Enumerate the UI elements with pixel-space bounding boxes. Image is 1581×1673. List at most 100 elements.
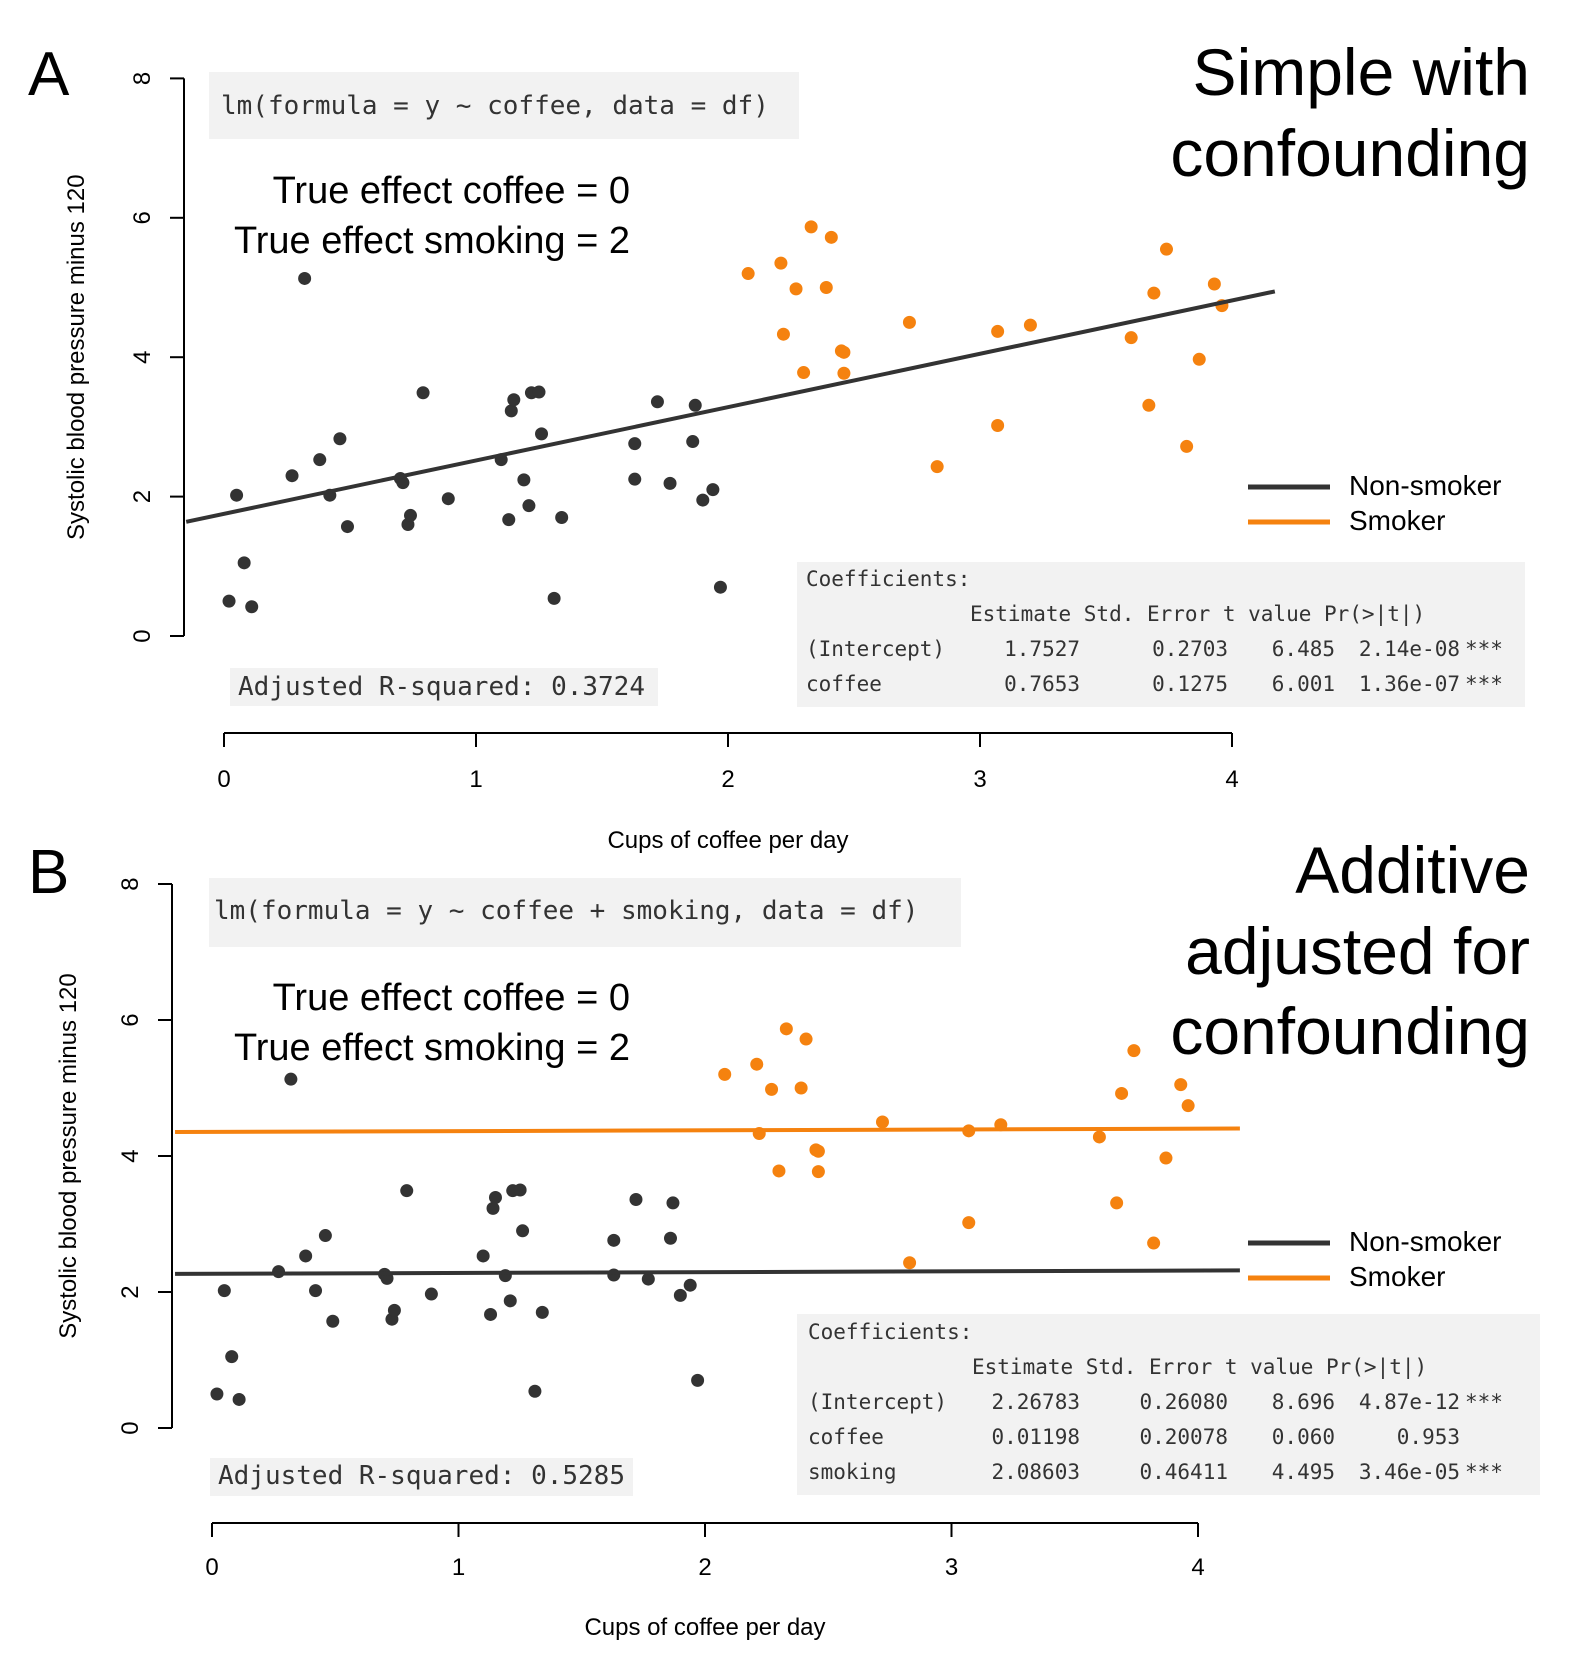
axes [170, 77, 1233, 747]
x-tick-label: 0 [205, 1554, 218, 1581]
data-point [779, 1022, 793, 1036]
coefficients-title: Coefficients: [806, 567, 970, 591]
coef-std-error: 0.46411 [1139, 1460, 1228, 1484]
data-point [875, 1115, 889, 1129]
coefficients-row: (Intercept) 1.7527 0.2703 6.485 2.14e-08 *** [806, 637, 1503, 661]
data-point [824, 230, 838, 244]
data-point [535, 427, 549, 441]
x-tick-label: 1 [469, 766, 482, 793]
coefficients-header: Estimate Std. Error t value Pr(>|t|) [970, 602, 1425, 627]
data-point [535, 1305, 549, 1319]
data-point [774, 256, 788, 270]
x-tick-label: 1 [452, 1554, 465, 1581]
coefficients-row: coffee 0.01198 0.20078 0.060 0.953 [808, 1425, 1460, 1449]
data-point [1174, 1078, 1188, 1092]
coef-significance: *** [1465, 637, 1503, 661]
data-point [902, 315, 916, 329]
coef-t-value: 6.485 [1272, 637, 1335, 661]
data-point [476, 1249, 490, 1263]
y-tick-label: 4 [117, 1149, 144, 1162]
data-point [547, 591, 561, 605]
data-point [741, 267, 755, 281]
coef-p-value: 3.46e-05 [1359, 1460, 1460, 1484]
coef-std-error: 0.26080 [1139, 1390, 1228, 1414]
data-point [686, 435, 700, 449]
legend: Non-smoker Smoker [1248, 1226, 1501, 1292]
coef-t-value: 6.001 [1272, 672, 1335, 696]
non-smoker-points [222, 271, 727, 614]
coef-name: smoking [808, 1460, 897, 1484]
data-point [962, 1216, 976, 1230]
data-point [507, 393, 521, 407]
coefficients-title: Coefficients: [808, 1320, 972, 1344]
coefficients-row: smoking 2.08603 0.46411 4.495 3.46e-05 *** [808, 1460, 1503, 1484]
data-point [210, 1387, 224, 1401]
data-point [237, 556, 251, 570]
legend-label-non-smoker: Non-smoker [1349, 470, 1501, 501]
coef-p-value: 4.87e-12 [1359, 1390, 1460, 1414]
panel-title-line: confounding [1170, 116, 1530, 190]
r-squared-box [210, 1458, 633, 1496]
coef-name: coffee [808, 1425, 884, 1449]
data-point [650, 395, 664, 409]
data-point [516, 1224, 530, 1238]
formula-text: lm(formula = y ~ coffee, data = df) [221, 91, 769, 121]
coef-t-value: 4.495 [1272, 1460, 1335, 1484]
y-tick-label: 8 [129, 72, 156, 85]
y-tick-label: 0 [117, 1421, 144, 1434]
data-point [1181, 1099, 1195, 1113]
data-point [1159, 242, 1173, 256]
data-point [1115, 1086, 1129, 1100]
smoker-points [741, 220, 1229, 474]
panel-title-line: confounding [1170, 994, 1530, 1068]
data-point [706, 483, 720, 497]
data-point [663, 476, 677, 490]
data-point [396, 476, 410, 490]
data-point [513, 1183, 527, 1197]
data-point [403, 508, 417, 522]
data-point [837, 345, 851, 359]
data-point [1110, 1196, 1124, 1210]
y-tick-label: 2 [129, 490, 156, 503]
x-tick-label: 3 [973, 766, 986, 793]
coef-p-value: 0.953 [1397, 1425, 1460, 1449]
legend: Non-smoker Smoker [1248, 470, 1501, 536]
true-effect-text: True effect smoking = 2 [234, 1027, 630, 1069]
data-point [663, 1231, 677, 1245]
data-point [285, 469, 299, 483]
non-smoker-fit-line [185, 289, 1276, 524]
data-point [1147, 1236, 1161, 1250]
y-tick-label: 4 [129, 351, 156, 364]
smoker-fit-line [175, 1126, 1240, 1135]
data-point [1180, 439, 1194, 453]
data-point [504, 404, 518, 418]
data-point [794, 1081, 808, 1095]
panel-letter: B [28, 838, 69, 907]
x-tick-label: 4 [1225, 766, 1238, 793]
data-point [528, 1384, 542, 1398]
formula-box [209, 878, 961, 947]
data-point [222, 594, 236, 608]
data-point [1127, 1044, 1141, 1058]
data-point [765, 1082, 779, 1096]
coef-name: coffee [806, 672, 882, 696]
data-point [424, 1287, 438, 1301]
coefficients-row: (Intercept) 2.26783 0.26080 8.696 4.87e-12 **… [808, 1390, 1503, 1414]
coef-significance: *** [1465, 1390, 1503, 1414]
x-axis-title: Cups of coffee per day [607, 827, 848, 854]
coef-name: (Intercept) [806, 637, 945, 661]
data-point [1092, 1130, 1106, 1144]
data-point [1142, 398, 1156, 412]
data-point [1207, 277, 1221, 291]
data-point [555, 511, 569, 525]
data-point [718, 1067, 732, 1081]
data-point [484, 1307, 498, 1321]
coef-p-value: 2.14e-08 [1359, 637, 1460, 661]
data-point [804, 220, 818, 234]
panel-title-line: adjusted for [1185, 914, 1530, 988]
data-point [416, 386, 430, 400]
true-effect-text: True effect coffee = 0 [273, 977, 630, 1019]
data-point [789, 282, 803, 296]
y-axis-title: Systolic blood pressure minus 120 [63, 174, 90, 540]
